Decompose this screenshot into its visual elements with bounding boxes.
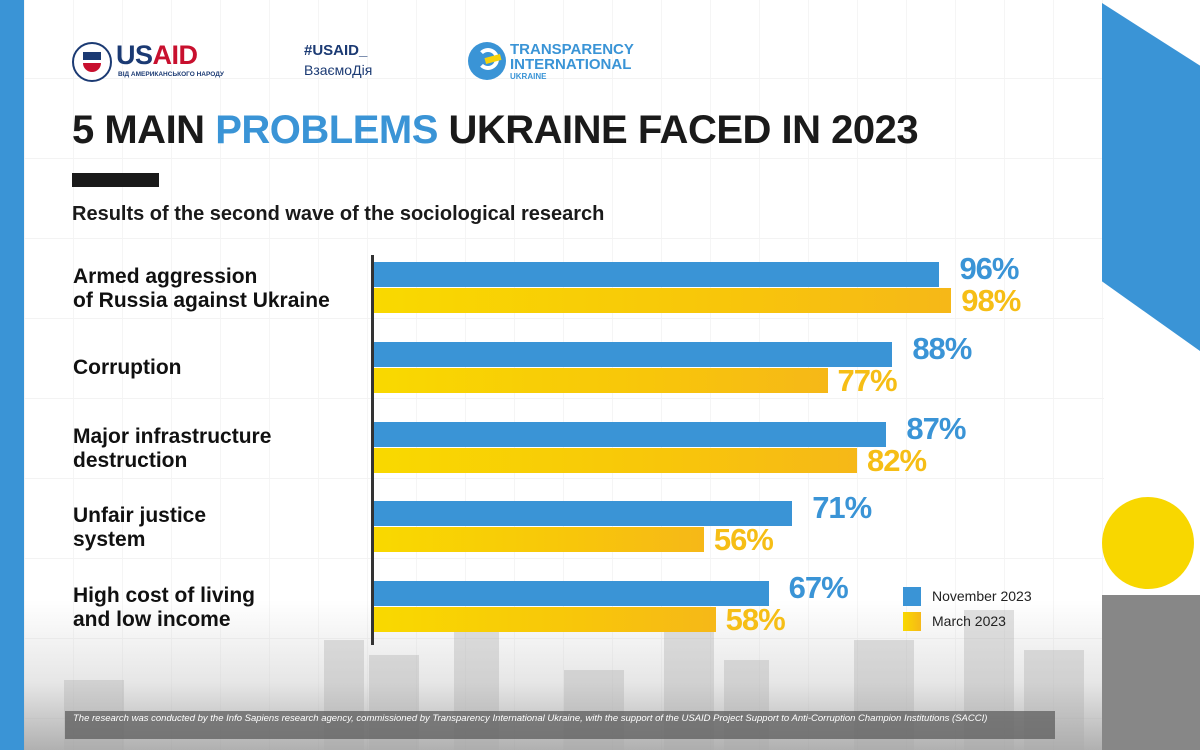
- gray-block-decoration: [1102, 595, 1200, 750]
- value-label-nov-4: 67%: [788, 570, 849, 606]
- logo-bar: USAID ВІД АМЕРИКАНСЬКОГО НАРОДУ #USAID_ …: [72, 40, 672, 84]
- value-label-nov-3: 71%: [812, 490, 872, 526]
- legend-swatch-november: [903, 587, 921, 606]
- bar-nov-0: [374, 262, 940, 287]
- category-label: Unfair justice system: [73, 504, 207, 552]
- transparency-international-icon: [468, 42, 506, 80]
- bar-nov-3: [374, 501, 793, 527]
- vzaemodiya-label: ВзаємоДія: [304, 62, 373, 78]
- title-underline: [72, 173, 159, 187]
- value-label-mar-0: 98%: [961, 283, 1021, 318]
- category-label: High cost of living and low income: [73, 584, 255, 632]
- chart-subtitle: Results of the second wave of the sociol…: [72, 203, 605, 225]
- value-label-mar-4: 58%: [725, 602, 786, 638]
- category-label: Major infrastructure destruction: [73, 424, 272, 472]
- y-axis-line: [371, 255, 374, 645]
- bar-mar-0: [374, 288, 952, 313]
- value-label-mar-1: 77%: [837, 362, 898, 398]
- exclamation-bar-decoration: [1102, 3, 1200, 351]
- value-label-nov-2: 87%: [906, 410, 966, 446]
- bar-nov-2: [374, 421, 887, 447]
- usaid-logo: USAID: [116, 40, 198, 70]
- hashtag-label: #USAID_: [304, 42, 368, 59]
- title-highlight: PROBLEMS: [215, 108, 438, 152]
- bar-mar-2: [374, 447, 857, 473]
- bar-nov-4: [374, 581, 769, 607]
- value-label-mar-2: 82%: [866, 442, 927, 478]
- usaid-tagline: ВІД АМЕРИКАНСЬКОГО НАРОДУ: [118, 71, 224, 78]
- page-title: 5 MAIN PROBLEMS UKRAINE FACED IN 2023: [72, 108, 919, 152]
- legend-swatch-march: [903, 612, 921, 631]
- transparency-international-logo: TRANSPARENCY INTERNATIONAL UKRAINE: [510, 41, 634, 81]
- category-label: Armed aggression of Russia against Ukrain…: [73, 265, 330, 312]
- value-label-nov-0: 96%: [959, 251, 1019, 286]
- bar-mar-3: [374, 527, 704, 553]
- footer-note: The research was conducted by the Info S…: [65, 711, 1055, 739]
- left-accent-strip: [0, 0, 24, 750]
- value-label-nov-1: 88%: [912, 330, 972, 366]
- bar-nov-1: [374, 341, 893, 367]
- value-label-mar-3: 56%: [713, 522, 774, 558]
- usaid-seal-icon: [72, 42, 112, 82]
- exclamation-dot-decoration: [1102, 497, 1194, 589]
- bar-mar-1: [374, 367, 828, 393]
- category-label: Corruption: [73, 355, 182, 379]
- bar-mar-4: [374, 607, 716, 633]
